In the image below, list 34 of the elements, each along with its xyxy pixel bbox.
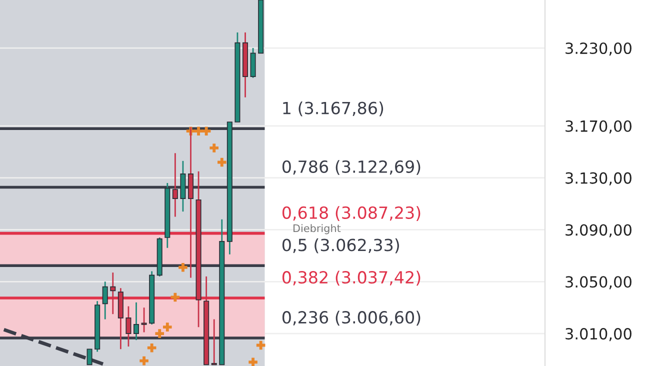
candlestick — [133, 302, 140, 341]
point — [178, 262, 188, 272]
point — [155, 329, 164, 338]
point — [194, 126, 203, 136]
candlestick — [110, 272, 116, 315]
y-tick-label: 3.090,00 — [566, 224, 632, 238]
ref-line-label: 0,618 (3.087,23) — [282, 206, 420, 221]
candlestick — [102, 280, 108, 320]
candlestick — [126, 306, 132, 348]
annotation: Diebright — [294, 224, 341, 234]
point — [140, 356, 148, 366]
candlestick — [86, 348, 92, 366]
y-tick-label: 3.170,00 — [566, 120, 632, 134]
ref-line-label: 0,236 (3.006,60) — [282, 310, 420, 326]
point — [202, 126, 211, 136]
point — [256, 340, 266, 350]
y-tick-label: 3.010,00 — [566, 328, 632, 342]
y-tick-label: 3.230,00 — [566, 42, 632, 56]
point — [147, 343, 156, 352]
point — [248, 358, 258, 366]
candlestick — [141, 306, 147, 333]
candlestick — [172, 152, 178, 218]
candlestick — [211, 318, 217, 366]
y-tick-label: 3.050,00 — [566, 276, 632, 290]
ref-line-label: 0,382 (3.037,42) — [282, 270, 420, 286]
ref-line-label: 1 (3.167,86) — [283, 101, 384, 116]
point — [163, 322, 172, 332]
point — [170, 292, 180, 302]
point — [218, 158, 226, 167]
ref-line-label: 0,786 (3.122,69) — [282, 160, 420, 175]
ref-line-label: 0,5 (3.062,33) — [282, 238, 399, 254]
candlestick — [250, 47, 256, 79]
y-tick-label: 3.130,00 — [566, 172, 632, 186]
point — [210, 144, 218, 152]
